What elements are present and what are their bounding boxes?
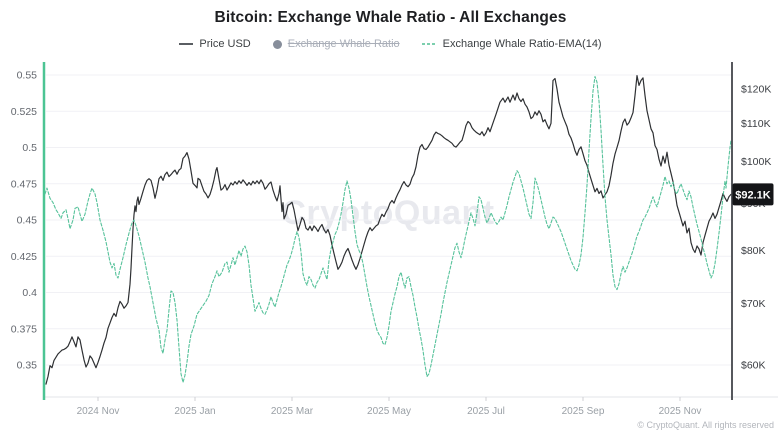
y-left-tick-label: 0.475 bbox=[11, 178, 37, 190]
x-tick-label: 2025 Jan bbox=[174, 406, 215, 417]
y-right-tick-label: $70K bbox=[741, 298, 766, 310]
chart-legend: Price USD Exchange Whale Ratio Exchange Wh… bbox=[0, 38, 781, 50]
x-tick-label: 2025 Mar bbox=[271, 406, 314, 417]
y-left-tick-label: 0.55 bbox=[17, 70, 38, 82]
cryptoquant-watermark: CryptoQuant bbox=[281, 194, 495, 232]
price-marker-badge bbox=[732, 183, 774, 206]
y-left-tick-label: 0.4 bbox=[22, 287, 37, 299]
y-right-tick-label: $120K bbox=[741, 84, 771, 96]
circle-swatch-icon bbox=[272, 39, 282, 49]
x-tick-label: 2025 Sep bbox=[562, 406, 605, 417]
price-marker-label: $92.1K bbox=[735, 189, 771, 201]
dashed-swatch-icon bbox=[421, 43, 437, 45]
y-left-tick-label: 0.35 bbox=[17, 360, 38, 372]
chart-title: Bitcoin: Exchange Whale Ratio - All Exch… bbox=[214, 9, 567, 26]
line-swatch-icon bbox=[179, 43, 194, 45]
x-tick-label: 2024 Nov bbox=[77, 406, 120, 417]
y-right-tick-label: $80K bbox=[741, 245, 766, 257]
legend-label: Exchange Whale Ratio-EMA(14) bbox=[442, 38, 602, 50]
legend-item-exchange-whale-ratio-ema-14-[interactable]: Exchange Whale Ratio-EMA(14) bbox=[421, 38, 602, 50]
y-left-tick-label: 0.5 bbox=[22, 142, 37, 154]
x-tick-label: 2025 Nov bbox=[659, 406, 702, 417]
ema-line[interactable] bbox=[44, 75, 732, 383]
y-left-tick-label: 0.375 bbox=[11, 323, 37, 335]
legend-label: Exchange Whale Ratio bbox=[287, 38, 400, 50]
y-right-tick-label: $110K bbox=[741, 118, 771, 130]
y-left-tick-label: 0.525 bbox=[11, 106, 37, 118]
y-left-tick-label: 0.45 bbox=[17, 215, 38, 227]
legend-item-price-usd[interactable]: Price USD bbox=[179, 38, 251, 50]
y-right-tick-label: $60K bbox=[741, 360, 766, 372]
price-line[interactable] bbox=[45, 75, 732, 385]
legend-item-exchange-whale-ratio[interactable]: Exchange Whale Ratio bbox=[272, 38, 400, 50]
x-tick-label: 2025 Jul bbox=[467, 406, 505, 417]
y-left-tick-label: 0.425 bbox=[11, 251, 37, 263]
y-right-tick-label: $100K bbox=[741, 156, 771, 168]
x-tick-label: 2025 May bbox=[367, 406, 411, 417]
legend-label: Price USD bbox=[199, 38, 251, 50]
copyright-text: © CryptoQuant. All rights reserved bbox=[637, 420, 774, 430]
